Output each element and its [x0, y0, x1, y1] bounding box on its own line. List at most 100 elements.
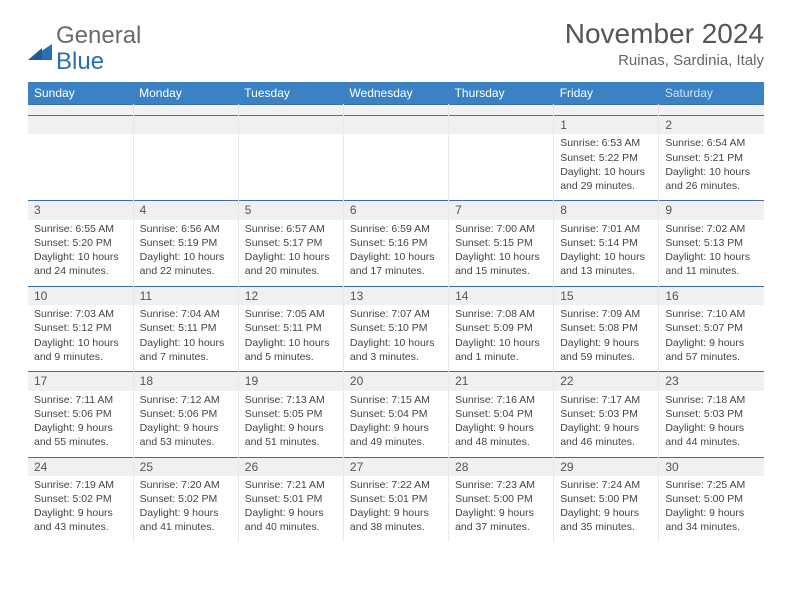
calendar-cell: 16Sunrise: 7:10 AMSunset: 5:07 PMDayligh…	[659, 286, 764, 371]
day-number: 7	[449, 201, 553, 219]
calendar-cell: 29Sunrise: 7:24 AMSunset: 5:00 PMDayligh…	[554, 457, 659, 542]
cell-body: Sunrise: 7:13 AMSunset: 5:05 PMDaylight:…	[239, 391, 343, 457]
calendar-cell: 4Sunrise: 6:56 AMSunset: 5:19 PMDaylight…	[133, 201, 238, 286]
day-number: 28	[449, 458, 553, 476]
calendar-row: 10Sunrise: 7:03 AMSunset: 5:12 PMDayligh…	[28, 286, 764, 371]
cell-body: Sunrise: 7:15 AMSunset: 5:04 PMDaylight:…	[344, 391, 448, 457]
logo-mark	[28, 40, 52, 60]
day-number: 13	[344, 287, 448, 305]
day-header: Friday	[554, 82, 659, 105]
cell-body: Sunrise: 7:22 AMSunset: 5:01 PMDaylight:…	[344, 476, 448, 542]
day-number: 3	[28, 201, 133, 219]
calendar-cell: 1Sunrise: 6:53 AMSunset: 5:22 PMDaylight…	[554, 116, 659, 201]
day-number: 15	[554, 287, 658, 305]
day-header-row: Sunday Monday Tuesday Wednesday Thursday…	[28, 82, 764, 105]
month-title: November 2024	[565, 18, 764, 50]
cell-body: Sunrise: 7:19 AMSunset: 5:02 PMDaylight:…	[28, 476, 133, 542]
day-number: 18	[134, 372, 238, 390]
day-number	[344, 116, 448, 134]
day-number: 23	[659, 372, 764, 390]
day-number: 25	[134, 458, 238, 476]
cell-body: Sunrise: 7:24 AMSunset: 5:00 PMDaylight:…	[554, 476, 658, 542]
day-number: 17	[28, 372, 133, 390]
day-number: 24	[28, 458, 133, 476]
day-number: 29	[554, 458, 658, 476]
day-number: 9	[659, 201, 764, 219]
location: Ruinas, Sardinia, Italy	[565, 52, 764, 69]
day-number: 11	[134, 287, 238, 305]
cell-body: Sunrise: 7:23 AMSunset: 5:00 PMDaylight:…	[449, 476, 553, 542]
calendar-cell: 18Sunrise: 7:12 AMSunset: 5:06 PMDayligh…	[133, 372, 238, 457]
cell-body: Sunrise: 7:05 AMSunset: 5:11 PMDaylight:…	[239, 305, 343, 371]
calendar-cell	[28, 116, 133, 201]
calendar-cell: 11Sunrise: 7:04 AMSunset: 5:11 PMDayligh…	[133, 286, 238, 371]
day-number: 30	[659, 458, 764, 476]
day-number: 20	[344, 372, 448, 390]
day-number: 27	[344, 458, 448, 476]
calendar-cell: 19Sunrise: 7:13 AMSunset: 5:05 PMDayligh…	[238, 372, 343, 457]
calendar-cell: 10Sunrise: 7:03 AMSunset: 5:12 PMDayligh…	[28, 286, 133, 371]
calendar-cell: 9Sunrise: 7:02 AMSunset: 5:13 PMDaylight…	[659, 201, 764, 286]
calendar-cell	[449, 116, 554, 201]
cell-body: Sunrise: 6:56 AMSunset: 5:19 PMDaylight:…	[134, 220, 238, 286]
calendar-row: 17Sunrise: 7:11 AMSunset: 5:06 PMDayligh…	[28, 372, 764, 457]
day-header: Sunday	[28, 82, 133, 105]
day-number: 2	[659, 116, 764, 134]
day-number: 26	[239, 458, 343, 476]
day-header: Monday	[133, 82, 238, 105]
day-number	[449, 116, 553, 134]
calendar-row: 1Sunrise: 6:53 AMSunset: 5:22 PMDaylight…	[28, 116, 764, 201]
calendar-row: 3Sunrise: 6:55 AMSunset: 5:20 PMDaylight…	[28, 201, 764, 286]
cell-body: Sunrise: 7:12 AMSunset: 5:06 PMDaylight:…	[134, 391, 238, 457]
cell-body: Sunrise: 6:53 AMSunset: 5:22 PMDaylight:…	[554, 134, 658, 200]
day-number	[134, 116, 238, 134]
cell-body	[134, 134, 238, 200]
title-block: November 2024 Ruinas, Sardinia, Italy	[565, 18, 764, 69]
day-number: 21	[449, 372, 553, 390]
cell-body: Sunrise: 7:01 AMSunset: 5:14 PMDaylight:…	[554, 220, 658, 286]
cell-body: Sunrise: 7:00 AMSunset: 5:15 PMDaylight:…	[449, 220, 553, 286]
day-number: 6	[344, 201, 448, 219]
day-number: 10	[28, 287, 133, 305]
day-number: 12	[239, 287, 343, 305]
calendar-cell: 3Sunrise: 6:55 AMSunset: 5:20 PMDaylight…	[28, 201, 133, 286]
calendar-row: 24Sunrise: 7:19 AMSunset: 5:02 PMDayligh…	[28, 457, 764, 542]
cell-body: Sunrise: 7:18 AMSunset: 5:03 PMDaylight:…	[659, 391, 764, 457]
calendar-cell: 7Sunrise: 7:00 AMSunset: 5:15 PMDaylight…	[449, 201, 554, 286]
cell-body: Sunrise: 6:57 AMSunset: 5:17 PMDaylight:…	[239, 220, 343, 286]
cell-body: Sunrise: 7:16 AMSunset: 5:04 PMDaylight:…	[449, 391, 553, 457]
day-header: Thursday	[449, 82, 554, 105]
cell-body: Sunrise: 7:25 AMSunset: 5:00 PMDaylight:…	[659, 476, 764, 542]
calendar-cell: 20Sunrise: 7:15 AMSunset: 5:04 PMDayligh…	[343, 372, 448, 457]
calendar-table: Sunday Monday Tuesday Wednesday Thursday…	[28, 82, 764, 542]
logo-text-1: General	[56, 22, 141, 49]
cell-body	[449, 134, 553, 200]
cell-body: Sunrise: 7:03 AMSunset: 5:12 PMDaylight:…	[28, 305, 133, 371]
cell-body: Sunrise: 7:07 AMSunset: 5:10 PMDaylight:…	[344, 305, 448, 371]
logo-text-2: Blue	[56, 48, 104, 75]
cell-body: Sunrise: 7:21 AMSunset: 5:01 PMDaylight:…	[239, 476, 343, 542]
day-number	[28, 116, 133, 134]
logo: General Blue	[28, 18, 141, 76]
day-number: 1	[554, 116, 658, 134]
calendar-cell: 24Sunrise: 7:19 AMSunset: 5:02 PMDayligh…	[28, 457, 133, 542]
day-header: Saturday	[659, 82, 764, 105]
calendar-cell: 27Sunrise: 7:22 AMSunset: 5:01 PMDayligh…	[343, 457, 448, 542]
calendar-cell: 22Sunrise: 7:17 AMSunset: 5:03 PMDayligh…	[554, 372, 659, 457]
calendar-cell: 6Sunrise: 6:59 AMSunset: 5:16 PMDaylight…	[343, 201, 448, 286]
day-number: 19	[239, 372, 343, 390]
cell-body: Sunrise: 7:04 AMSunset: 5:11 PMDaylight:…	[134, 305, 238, 371]
calendar-cell: 14Sunrise: 7:08 AMSunset: 5:09 PMDayligh…	[449, 286, 554, 371]
day-header: Tuesday	[238, 82, 343, 105]
cell-body: Sunrise: 6:59 AMSunset: 5:16 PMDaylight:…	[344, 220, 448, 286]
calendar-cell	[238, 116, 343, 201]
day-header: Wednesday	[343, 82, 448, 105]
day-number: 4	[134, 201, 238, 219]
calendar-cell: 12Sunrise: 7:05 AMSunset: 5:11 PMDayligh…	[238, 286, 343, 371]
spacer-row	[28, 105, 764, 116]
cell-body: Sunrise: 6:55 AMSunset: 5:20 PMDaylight:…	[28, 220, 133, 286]
cell-body: Sunrise: 7:08 AMSunset: 5:09 PMDaylight:…	[449, 305, 553, 371]
cell-body: Sunrise: 7:09 AMSunset: 5:08 PMDaylight:…	[554, 305, 658, 371]
calendar-cell: 26Sunrise: 7:21 AMSunset: 5:01 PMDayligh…	[238, 457, 343, 542]
cell-body: Sunrise: 7:10 AMSunset: 5:07 PMDaylight:…	[659, 305, 764, 371]
